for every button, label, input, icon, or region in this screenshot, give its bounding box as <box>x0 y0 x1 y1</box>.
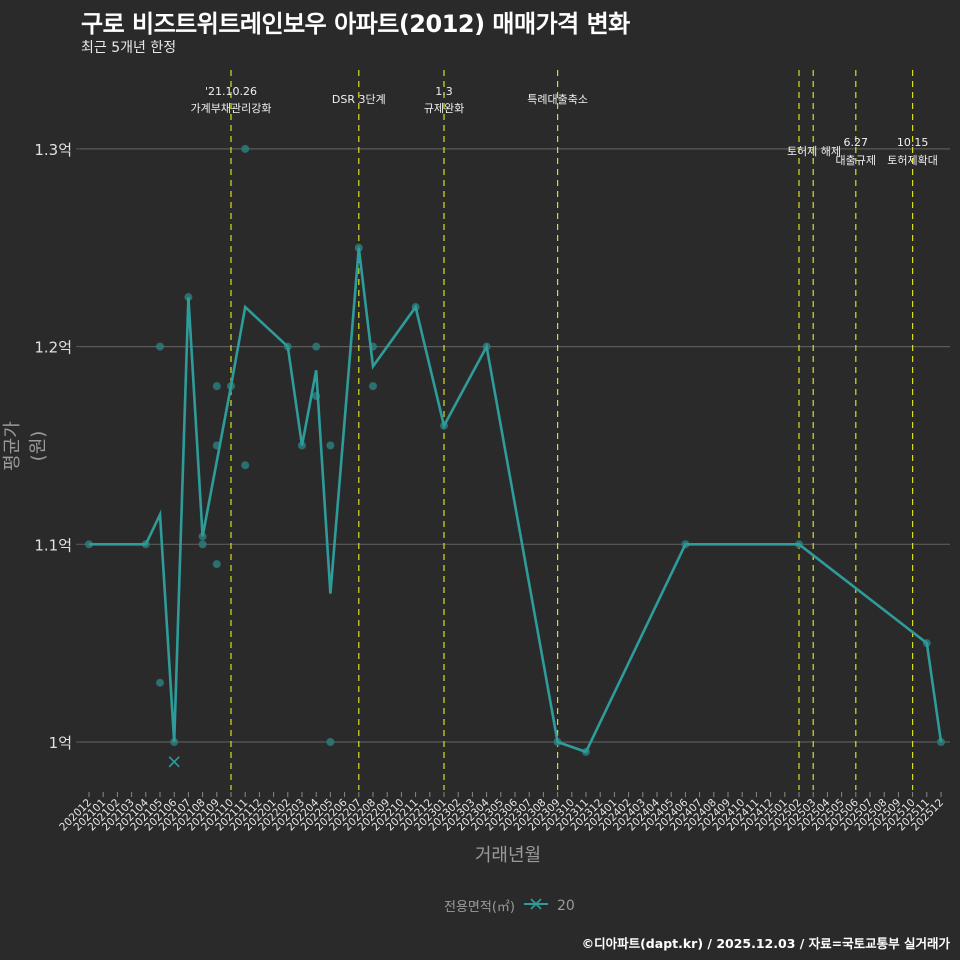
y-axis-ticks: 1억 1.1억 1.2억 1.3억 <box>34 141 72 752</box>
data-point <box>156 678 164 687</box>
data-point <box>241 461 250 470</box>
event-name-label: 토허제 해제 <box>787 144 841 158</box>
event-date-label: 1.3 <box>435 85 453 98</box>
event-name-label: 가계부채관리강화 <box>191 102 272 115</box>
data-point <box>312 342 321 351</box>
event-lines: '21.10.26 가계부채관리강화 DSR 3단계 1.3 규제완화 특례대출축소토허제… <box>191 70 938 790</box>
data-point <box>241 144 250 153</box>
event-date-label: 6.27 <box>844 136 869 149</box>
price-line <box>89 247 943 768</box>
legend-title: 전용면적(㎡) <box>444 900 515 915</box>
data-point <box>212 382 221 391</box>
event-name-label: 규제완화 <box>424 102 464 115</box>
legend-cross-line-icon <box>523 897 549 915</box>
x-axis-label: 거래년월 <box>474 845 542 866</box>
source-caption: ©디아파트(dapt.kr) / 2025.12.03 / 자료=국토교통부 실… <box>581 936 950 951</box>
y-tick-label: 1억 <box>49 734 72 752</box>
y-tick-label: 1.2억 <box>34 339 72 357</box>
scatter-points <box>85 144 945 756</box>
event-name-label: 토허제확대 <box>887 154 938 167</box>
legend: 전용면적(㎡) 20 <box>444 896 575 916</box>
data-point <box>326 738 335 746</box>
event-name-label: 특례대출축소 <box>527 93 588 106</box>
event-name-label: DSR 3단계 <box>332 93 386 106</box>
gridlines <box>76 148 950 743</box>
data-point <box>369 382 377 391</box>
data-point <box>198 540 207 549</box>
event-name-label: 대출규제 <box>836 154 876 167</box>
data-point <box>326 441 335 450</box>
y-tick-label: 1.1억 <box>34 536 72 554</box>
chart-title: 구로 비즈트위트레인보우 아파트(2012) 매매가격 변화 <box>81 10 630 38</box>
data-point <box>156 342 164 351</box>
event-date-label: '21.10.26 <box>205 85 257 98</box>
legend-item-label: 20 <box>556 897 575 914</box>
data-point <box>212 560 221 569</box>
y-tick-label: 1.3억 <box>34 141 72 159</box>
x-axis-ticks: 2020122021012021022021032021042021052021… <box>57 792 946 833</box>
price-line-path <box>89 247 943 754</box>
chart-subtitle: 최근 5개년 한정 <box>81 40 177 56</box>
y-axis-label: 평균가(원) <box>2 421 49 471</box>
event-date-label: 10.15 <box>897 136 929 149</box>
